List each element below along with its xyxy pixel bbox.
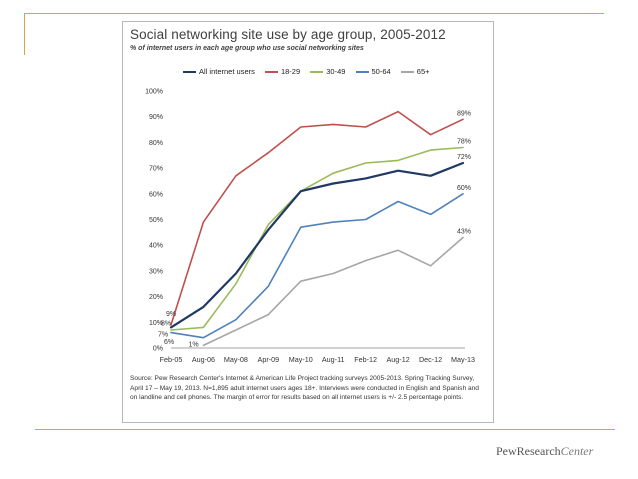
x-tick-label: Feb-05 (160, 355, 183, 364)
y-tick-label: 20% (149, 294, 163, 301)
y-tick-label: 50% (149, 217, 163, 224)
series-line-2 (170, 146, 464, 331)
legend-swatch (355, 71, 369, 74)
end-data-label: 72% (457, 154, 471, 161)
series-line-1 (170, 110, 464, 326)
y-tick-label: 100% (145, 89, 163, 96)
y-tick-label: 10% (149, 320, 163, 327)
legend-item-18-29: 18-29 (264, 67, 301, 76)
brand-center: Center (560, 444, 594, 458)
y-tick-label: 80% (149, 140, 163, 147)
legend-swatch (310, 71, 324, 74)
legend-item-30-49: 30-49 (310, 67, 345, 76)
x-tick-label: Feb-12 (354, 355, 377, 364)
chart-title: Social networking site use by age group,… (130, 27, 446, 42)
y-tick-label: 40% (149, 243, 163, 250)
chart-legend: All internet users 18-29 30-49 50-64 65+ (183, 67, 438, 79)
legend-label: All internet users (199, 67, 255, 76)
series-line-4 (202, 236, 464, 347)
y-tick-label: 30% (149, 268, 163, 275)
end-data-label: 89% (457, 110, 471, 117)
legend-item-50-64: 50-64 (355, 67, 391, 76)
x-tick-label: Dec-12 (419, 355, 442, 364)
top-left-rule (24, 13, 25, 55)
brand-logo: PewResearchCenter (496, 444, 593, 459)
series-line-0 (169, 161, 465, 329)
y-tick-label: 70% (149, 166, 163, 173)
bottom-rule (35, 429, 615, 430)
legend-swatch (183, 70, 196, 74)
start-data-label: 6% (164, 339, 174, 346)
series-line-3 (170, 193, 464, 339)
y-tick-label: 90% (149, 114, 163, 121)
start-data-label: 7% (158, 331, 168, 338)
start-data-label: 8% (161, 320, 171, 327)
chart-subtitle: % of internet users in each age group wh… (130, 45, 364, 52)
legend-item-65: 65+ (400, 67, 430, 76)
legend-label: 65+ (416, 67, 430, 76)
start-data-label: 1% (188, 342, 198, 349)
y-tick-label: 60% (149, 191, 163, 198)
x-tick-label: May-08 (224, 355, 248, 364)
x-tick-label: May-10 (289, 355, 313, 364)
end-data-label: 60% (457, 185, 471, 192)
x-tick-label: Apr-09 (258, 355, 280, 364)
y-tick-label: 0% (153, 346, 163, 353)
x-tick-label: May-13 (451, 355, 475, 364)
legend-label: 50-64 (371, 67, 391, 76)
legend-label: 30-49 (326, 67, 346, 76)
legend-swatch (264, 71, 278, 74)
legend-swatch (400, 71, 414, 74)
brand-name: PewResearch (496, 444, 561, 458)
end-data-label: 43% (457, 228, 471, 235)
source-note: Source: Pew Research Center's Internet &… (130, 375, 479, 401)
x-tick-label: Aug-12 (387, 355, 410, 364)
x-tick-label: Aug-11 (322, 355, 345, 364)
legend-item-all: All internet users (183, 67, 255, 76)
start-data-label: 9% (166, 311, 176, 318)
top-rule (24, 13, 604, 14)
line-chart: 0% 10% 20% 30% 40% 50% 60% 70% 80% 90% 100% Feb-05 A… (145, 89, 475, 365)
legend-label: 18-29 (280, 67, 301, 76)
end-data-label: 78% (457, 139, 471, 146)
x-tick-label: Aug-06 (192, 355, 215, 364)
chart-card: Social networking site use by age group,… (122, 21, 494, 423)
